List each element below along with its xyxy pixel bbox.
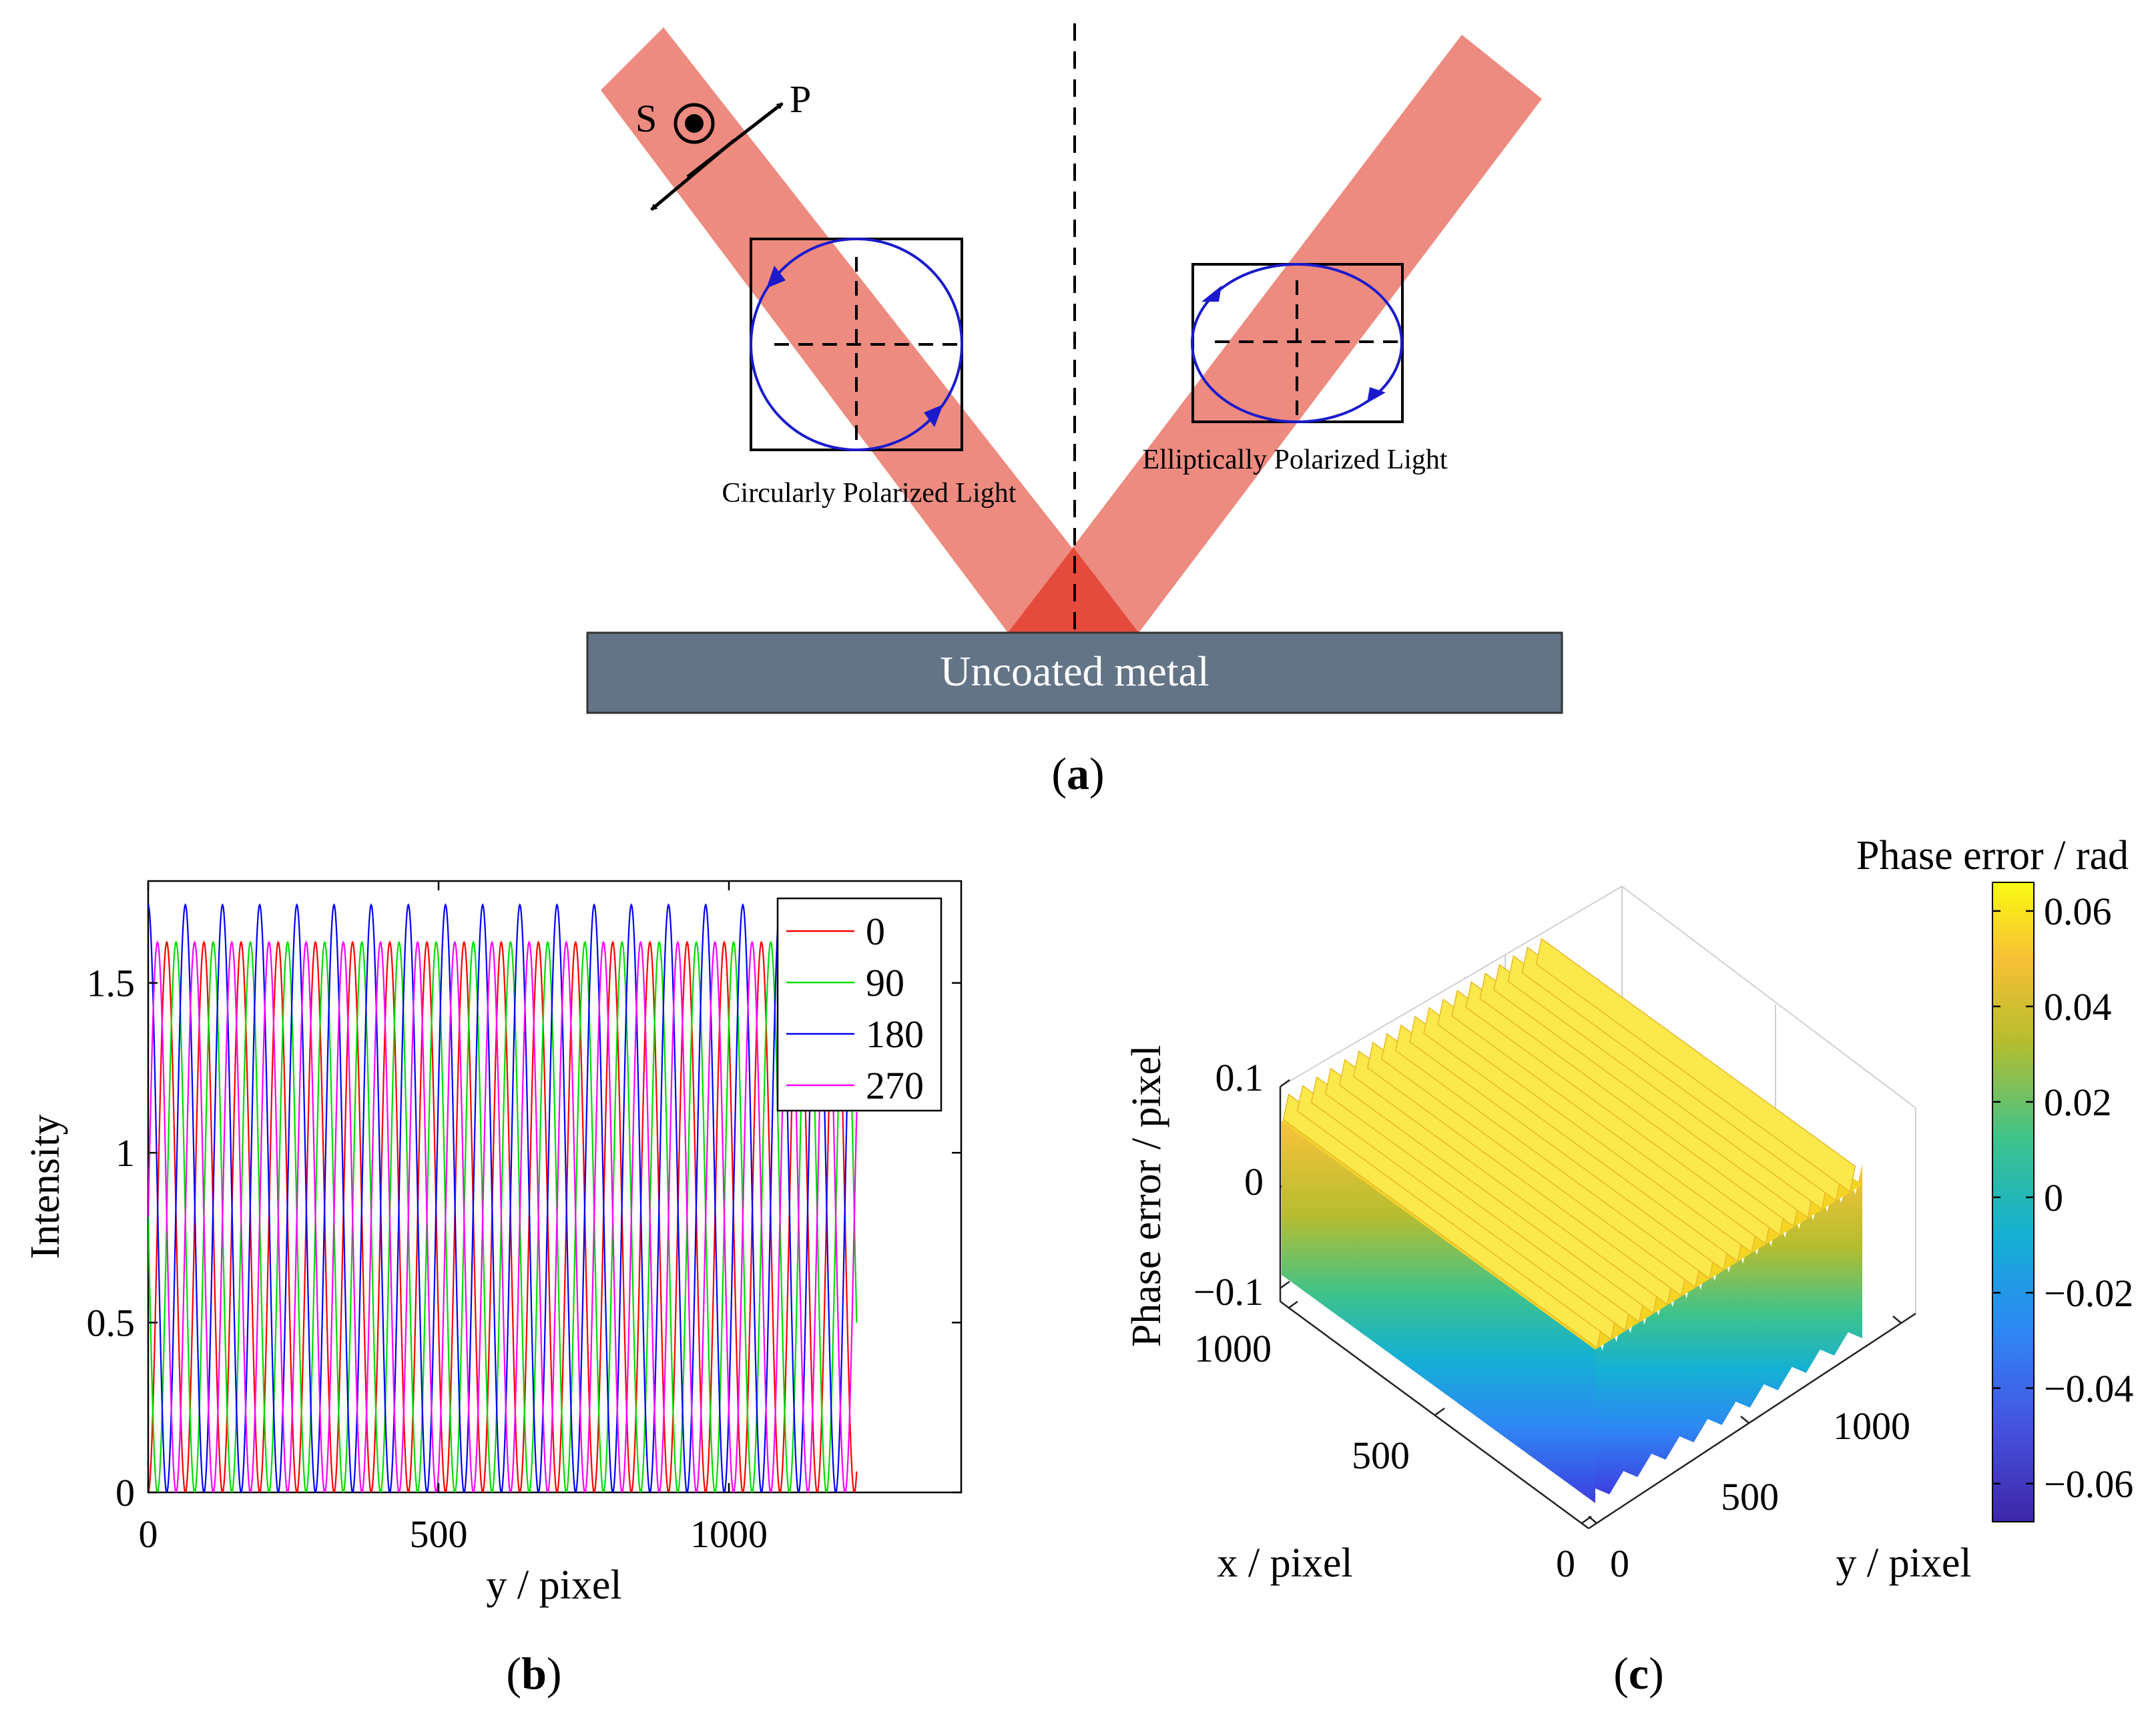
p-label: P [790, 77, 811, 121]
elliptical-polarization-diagram [1191, 263, 1404, 423]
plot-b-curves [148, 903, 858, 1492]
circular-caption: Circularly Polarized Light [722, 478, 1017, 509]
colorbar-tick-label: 0.06 [2044, 890, 2112, 933]
ytick-label: 1.5 [87, 962, 136, 1005]
legend-label: 0 [866, 910, 885, 953]
plot-b-ytick-labels: 0 0.5 1 1.5 [87, 962, 136, 1514]
legend-label: 270 [866, 1064, 924, 1107]
plot-c-xlabel: x / pixel [1217, 1540, 1352, 1586]
plot-c-ztick-label: 0.1 [1216, 1056, 1264, 1099]
reflected-beam [1008, 35, 1542, 633]
s-polarization-symbol [673, 103, 715, 144]
p-polarization-arrow-back [650, 139, 736, 211]
plot-c-xtick-label: 500 [1352, 1434, 1410, 1477]
incident-beam [601, 27, 1139, 633]
panel-a-label: (a) [1051, 748, 1104, 799]
colorbar-tick-label: 0.02 [2044, 1081, 2112, 1124]
panel-b: 0 500 1000 0 0.5 1 1.5 y / pixel Intensity 0 9… [23, 880, 963, 1699]
elliptical-caption: Elliptically Polarized Light [1142, 445, 1448, 475]
polarization-arrowhead-icon [766, 266, 786, 288]
plot-b-ylabel: Intensity [23, 1115, 68, 1259]
s-label: S [635, 97, 657, 140]
ytick-label: 0.5 [87, 1302, 136, 1345]
surface-right-face [1595, 1165, 1862, 1494]
plot-b-legend: 0 90 180 270 [776, 897, 942, 1112]
plot-c-ztick-label: 0 [1244, 1160, 1264, 1203]
series-line-180 [148, 903, 858, 1492]
plot-b-xlabel: y / pixel [486, 1562, 621, 1608]
xtick-label: 500 [410, 1512, 468, 1556]
circular-polarization-ellipse [750, 238, 963, 451]
panel-c-label: (c) [1613, 1648, 1664, 1699]
plot-c-ytick-label: 1000 [1833, 1404, 1910, 1448]
ytick-label: 1 [115, 1131, 135, 1175]
ytick-label: 0 [115, 1471, 135, 1514]
plot-c-zlabel: Phase error / pixel [1124, 1045, 1169, 1348]
plot-c-xtick-label: 1000 [1194, 1327, 1272, 1370]
plot-c-yticks [1588, 1316, 1902, 1524]
polarization-arrowhead-icon [1367, 387, 1386, 403]
panel-a: S P Circularly Polarized Light Elliptica… [586, 23, 1563, 799]
xtick-label: 0 [139, 1512, 158, 1556]
plot-b-xtick-labels: 0 500 1000 [139, 1512, 768, 1556]
plot-c-ytick-label: 500 [1721, 1475, 1779, 1518]
colorbar-title: Phase error / rad [1856, 833, 2129, 878]
polarization-arrowhead-icon [1201, 286, 1222, 302]
series-line-90 [148, 940, 858, 1492]
plot-c-xtick-label: 0 [1556, 1542, 1575, 1585]
plot-b-ticks [147, 881, 961, 1494]
elliptical-polarization-ellipse [1191, 263, 1403, 423]
panel-c: 0.1 0 −0.1 1000 500 0 0 500 1000 Phase e… [1124, 833, 2133, 1699]
plot-c-ylabel: y / pixel [1836, 1540, 1971, 1586]
xtick-label: 1000 [690, 1512, 768, 1556]
legend-label: 90 [866, 961, 904, 1005]
surface-label: Uncoated metal [940, 647, 1209, 695]
plot-c-ztick-label: −0.1 [1193, 1270, 1264, 1314]
plot-c-surface [1282, 938, 1862, 1503]
plot-c-axes [1279, 1087, 1916, 1530]
colorbar-tick-label: −0.04 [2044, 1367, 2133, 1410]
s-polarization-dot [685, 114, 704, 133]
plot-c-ytick-label: 0 [1610, 1542, 1629, 1585]
colorbar-tick-label: 0 [2044, 1176, 2063, 1219]
colorbar-tick-label: −0.06 [2044, 1462, 2133, 1506]
panel-b-label: (b) [506, 1648, 561, 1699]
colorbar-tick-label: −0.02 [2044, 1271, 2133, 1315]
surface-front-face [1282, 1121, 1595, 1503]
surface-ridge [1535, 938, 1856, 1193]
polarization-arrowhead-icon [924, 404, 943, 427]
circular-polarization-diagram [750, 238, 963, 451]
colorbar: 0.06 0.04 0.02 0 −0.02 −0.04 −0.06 Phase error… [1856, 833, 2133, 1522]
colorbar-gradient [1992, 882, 2035, 1522]
legend-label: 180 [866, 1013, 924, 1056]
series-line-270 [148, 940, 858, 1492]
metal-surface [586, 631, 1563, 714]
series-line-0 [148, 940, 858, 1492]
colorbar-tick-label: 0.04 [2044, 985, 2112, 1029]
